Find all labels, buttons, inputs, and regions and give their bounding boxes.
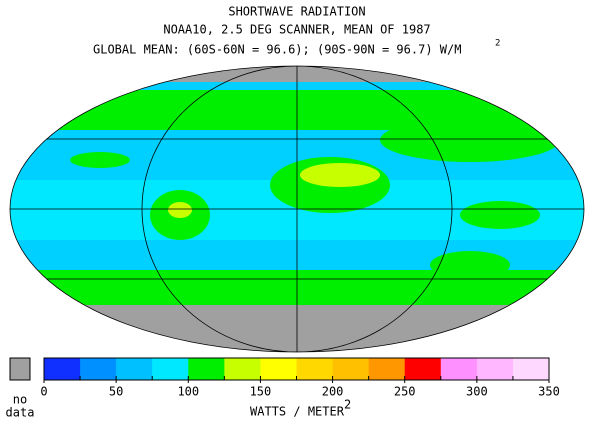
superscript: 2 bbox=[495, 39, 500, 49]
color-bin bbox=[80, 358, 117, 380]
unit-superscript: 2 bbox=[344, 398, 351, 412]
color-bin bbox=[116, 358, 153, 380]
tick-label: 50 bbox=[109, 385, 123, 399]
color-bin bbox=[512, 358, 550, 380]
color-bin bbox=[368, 358, 406, 380]
color-bin bbox=[188, 358, 225, 380]
tick-label: 300 bbox=[466, 385, 488, 399]
color-bin bbox=[404, 358, 442, 380]
no-data-label: data bbox=[6, 406, 35, 420]
globe-outline bbox=[9, 65, 585, 353]
no-data-swatch bbox=[9, 357, 31, 381]
color-bin bbox=[476, 358, 514, 380]
tick-label: 150 bbox=[250, 385, 272, 399]
tick-label: 250 bbox=[394, 385, 416, 399]
tick-label: 200 bbox=[322, 385, 344, 399]
color-bin bbox=[440, 358, 478, 380]
tick-label: 0 bbox=[40, 385, 47, 399]
color-bin bbox=[332, 358, 370, 380]
global-mean: GLOBAL MEAN: (60S-60N = 96.6); (90S-90N … bbox=[93, 43, 461, 57]
unit-label: WATTS / METER bbox=[250, 405, 345, 419]
color-bin bbox=[152, 358, 189, 380]
tick-label: 350 bbox=[538, 385, 560, 399]
title: SHORTWAVE RADIATION bbox=[228, 5, 365, 19]
subtitle: NOAA10, 2.5 DEG SCANNER, MEAN OF 1987 bbox=[163, 23, 430, 37]
color-bin bbox=[296, 358, 334, 380]
color-bin bbox=[224, 358, 261, 380]
tick-label: 100 bbox=[177, 385, 199, 399]
color-bin bbox=[44, 358, 81, 380]
no-data-label: no bbox=[13, 393, 27, 407]
color-bin bbox=[260, 358, 297, 380]
map bbox=[10, 66, 584, 352]
